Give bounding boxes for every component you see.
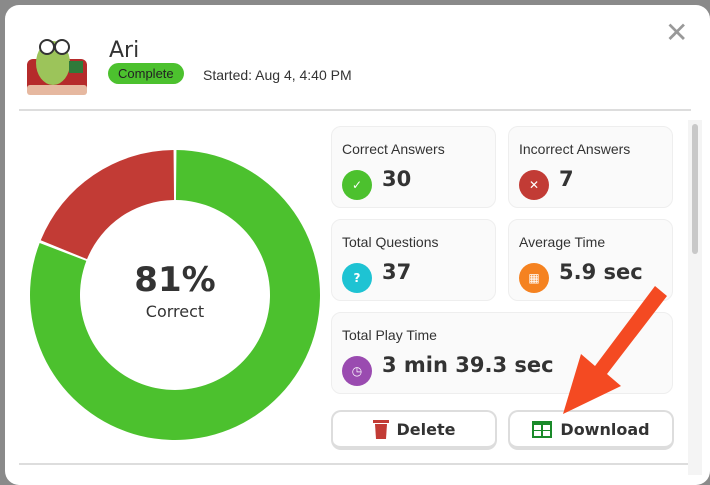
- stat-label: Incorrect Answers: [519, 141, 631, 157]
- stat-total: Total Questions ? 37: [331, 219, 496, 301]
- question-icon: ?: [342, 263, 372, 293]
- avatar: [27, 39, 87, 95]
- stat-value: 3 min 39.3 sec: [382, 353, 554, 377]
- divider: [19, 463, 691, 465]
- stat-value: 7: [559, 167, 574, 191]
- stat-value: 37: [382, 260, 412, 284]
- annotation-arrow-icon: [563, 286, 667, 414]
- percent-value: 81%: [134, 260, 215, 300]
- stat-label: Total Questions: [342, 234, 439, 250]
- clock-icon: ◷: [342, 356, 372, 386]
- player-name: Ari: [109, 38, 140, 63]
- stat-value: 5.9 sec: [559, 260, 643, 284]
- download-button[interactable]: Download: [508, 410, 674, 450]
- results-modal: Ari Complete Started: Aug 4, 4:40 PM ✕ 8…: [5, 5, 710, 485]
- scrollbar-thumb[interactable]: [692, 124, 698, 254]
- x-icon: ✕: [519, 170, 549, 200]
- stat-correct: Correct Answers ✓ 30: [331, 126, 496, 208]
- stat-label: Total Play Time: [342, 327, 437, 343]
- stat-label: Average Time: [519, 234, 606, 250]
- scrollbar[interactable]: [688, 120, 702, 475]
- stat-average: Average Time ▦ 5.9 sec: [508, 219, 673, 301]
- trash-icon: [372, 420, 389, 439]
- delete-button[interactable]: Delete: [331, 410, 497, 450]
- started-time: Started: Aug 4, 4:40 PM: [203, 67, 352, 83]
- stat-value: 30: [382, 167, 412, 191]
- percent-label: Correct: [146, 302, 204, 321]
- check-icon: ✓: [342, 170, 372, 200]
- score-donut: 81% Correct: [29, 150, 320, 440]
- correct-segment: [29, 150, 320, 440]
- grid-icon: ▦: [519, 263, 549, 293]
- delete-label: Delete: [396, 419, 456, 439]
- incorrect-segment: [40, 150, 175, 260]
- close-icon[interactable]: ✕: [665, 16, 689, 49]
- spreadsheet-icon: [532, 420, 553, 438]
- download-label: Download: [560, 419, 650, 439]
- divider: [19, 109, 691, 111]
- status-badge: Complete: [108, 63, 184, 84]
- stat-incorrect: Incorrect Answers ✕ 7: [508, 126, 673, 208]
- stat-label: Correct Answers: [342, 141, 445, 157]
